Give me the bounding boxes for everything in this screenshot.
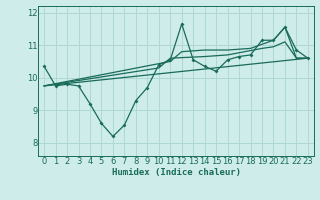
X-axis label: Humidex (Indice chaleur): Humidex (Indice chaleur) bbox=[111, 168, 241, 177]
